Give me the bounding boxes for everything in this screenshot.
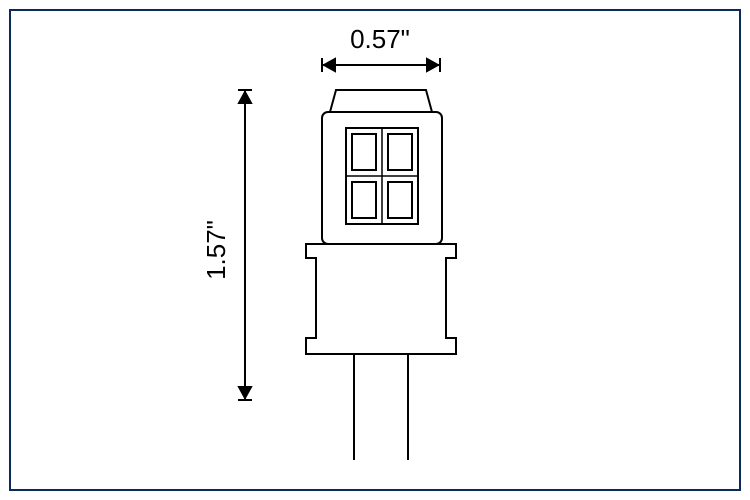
width-dimension: 0.57" [322, 24, 440, 73]
bulb-outline [306, 90, 456, 460]
height-label: 1.57" [201, 220, 231, 280]
technical-drawing: 0.57" 1.57" [0, 0, 750, 500]
led-grid [346, 128, 418, 224]
width-label: 0.57" [350, 24, 410, 54]
height-dimension: 1.57" [201, 90, 253, 400]
